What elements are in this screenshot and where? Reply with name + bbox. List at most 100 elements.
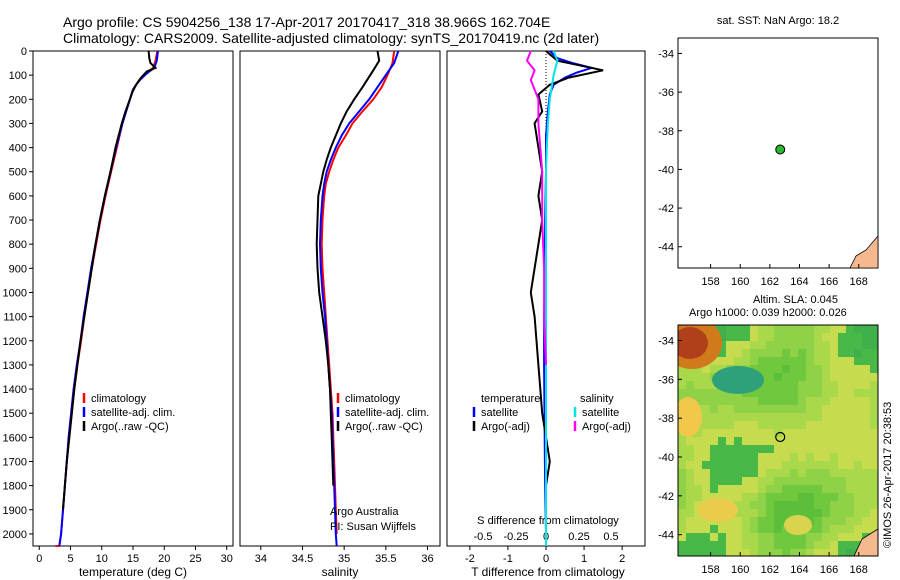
sla-heatmap bbox=[678, 325, 878, 556]
temperature-series-1-line bbox=[58, 50, 159, 547]
sst-y-tick-label: -40 bbox=[658, 164, 674, 176]
sla-cell bbox=[846, 485, 854, 493]
sla-cell bbox=[790, 509, 798, 517]
sla-cell bbox=[686, 477, 694, 485]
sla-cell bbox=[798, 421, 806, 429]
sla-cell bbox=[870, 397, 878, 405]
sla-cell bbox=[846, 461, 854, 469]
sla-cell bbox=[718, 413, 726, 421]
sla-cell bbox=[854, 469, 862, 477]
sla-cell bbox=[726, 429, 734, 437]
sla-cell bbox=[806, 389, 814, 397]
sla-cell bbox=[734, 325, 742, 333]
sla-cell bbox=[734, 445, 742, 453]
sla-cell bbox=[790, 477, 798, 485]
sla-cell bbox=[790, 381, 798, 389]
sla-cell bbox=[862, 325, 870, 333]
sla-cell bbox=[822, 397, 830, 405]
sla-cell bbox=[798, 549, 806, 556]
sla-cell bbox=[790, 493, 798, 501]
pi-name-label: PI: Susan Wijffels bbox=[330, 521, 416, 533]
sla-cell bbox=[870, 389, 878, 397]
sla-cell bbox=[838, 341, 846, 349]
sla-cell bbox=[862, 509, 870, 517]
sla-cell bbox=[822, 509, 830, 517]
sla-cell bbox=[686, 549, 694, 556]
sla-cell bbox=[702, 493, 710, 501]
sla-cell bbox=[822, 485, 830, 493]
sla-cell bbox=[726, 333, 734, 341]
sst-y-tick-label: -36 bbox=[658, 87, 674, 99]
sla-cell bbox=[702, 413, 710, 421]
sla-cell bbox=[694, 517, 702, 525]
sla-cell bbox=[750, 421, 758, 429]
sla-cell bbox=[798, 405, 806, 413]
sla-cell bbox=[694, 541, 702, 549]
sst-y-tick-label: -42 bbox=[658, 203, 674, 215]
sla-cell bbox=[846, 397, 854, 405]
sla-cell bbox=[726, 397, 734, 405]
sla-cell bbox=[862, 485, 870, 493]
sla-cell bbox=[742, 525, 750, 533]
sla-cell bbox=[814, 437, 822, 445]
sla-cell bbox=[838, 421, 846, 429]
depth-tick-label: 1000 bbox=[3, 287, 27, 299]
diff-t-axis-label: T difference from climatology bbox=[471, 565, 625, 579]
sla-cell bbox=[678, 469, 686, 477]
sla-cell bbox=[742, 325, 750, 333]
sla-cell bbox=[694, 549, 702, 556]
sla-cell bbox=[838, 405, 846, 413]
sla-x-tick-label: 166 bbox=[820, 564, 838, 576]
sst-y-tick-label: -38 bbox=[658, 126, 674, 138]
depth-tick-label: 900 bbox=[9, 263, 27, 275]
sla-cell bbox=[766, 453, 774, 461]
sla-yellow-patch-a bbox=[678, 397, 702, 437]
sla-cell bbox=[830, 333, 838, 341]
sla-cell bbox=[814, 333, 822, 341]
sla-cell bbox=[846, 517, 854, 525]
sla-cell bbox=[846, 405, 854, 413]
sla-cell bbox=[862, 421, 870, 429]
sla-cell bbox=[702, 373, 710, 381]
sla-cell bbox=[726, 517, 734, 525]
sla-cell bbox=[806, 429, 814, 437]
sla-cell bbox=[798, 501, 806, 509]
sla-cell bbox=[734, 405, 742, 413]
sla-cell bbox=[774, 349, 782, 357]
sla-cell bbox=[806, 477, 814, 485]
sla-cell bbox=[798, 453, 806, 461]
sla-cell bbox=[830, 349, 838, 357]
sla-cell bbox=[782, 349, 790, 357]
sla-cell bbox=[718, 325, 726, 333]
depth-tick-label: 0 bbox=[21, 46, 27, 58]
sla-cell bbox=[718, 461, 726, 469]
sla-cell bbox=[854, 421, 862, 429]
sla-cell bbox=[742, 413, 750, 421]
sla-cell bbox=[782, 469, 790, 477]
sla-cell bbox=[854, 445, 862, 453]
sla-cell bbox=[758, 549, 766, 556]
sla-cell bbox=[862, 405, 870, 413]
sla-cell bbox=[742, 509, 750, 517]
sla-cell bbox=[694, 477, 702, 485]
sla-x-tick-label: 160 bbox=[731, 564, 749, 576]
sla-cell bbox=[822, 445, 830, 453]
sla-cell bbox=[798, 373, 806, 381]
sla-cell bbox=[806, 413, 814, 421]
diff-legend-salinity-label-0: satellite bbox=[582, 407, 619, 419]
sla-cell bbox=[870, 485, 878, 493]
sla-cell bbox=[750, 325, 758, 333]
sla-cell bbox=[790, 333, 798, 341]
temperature-x-tick-label: 15 bbox=[127, 553, 139, 565]
sla-cell bbox=[806, 541, 814, 549]
sla-cell bbox=[846, 445, 854, 453]
temperature-legend-label-0: climatology bbox=[91, 393, 147, 405]
sla-y-tick-label: -42 bbox=[658, 491, 674, 503]
sla-cell bbox=[790, 365, 798, 373]
depth-tick-label: 200 bbox=[9, 94, 27, 106]
sla-cell bbox=[822, 341, 830, 349]
sla-cell bbox=[774, 373, 782, 381]
sla-cell bbox=[782, 501, 790, 509]
sla-cell bbox=[766, 501, 774, 509]
sla-cell bbox=[822, 501, 830, 509]
